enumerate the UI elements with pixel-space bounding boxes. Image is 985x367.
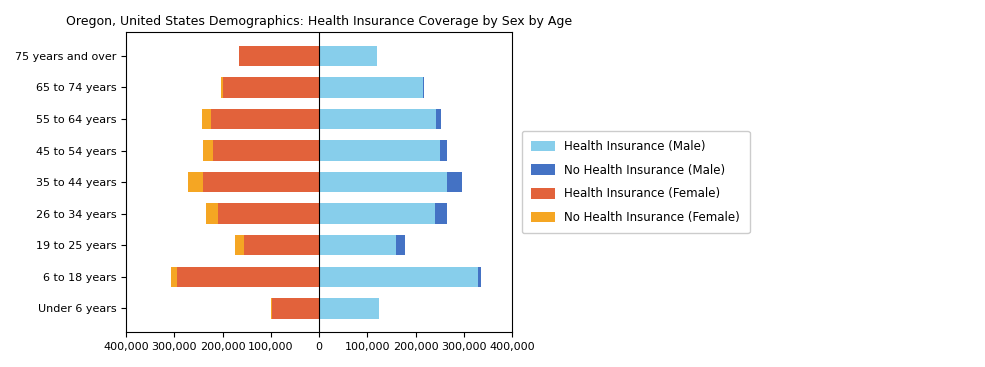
Bar [319, 140, 439, 161]
Bar [319, 172, 447, 192]
Bar [319, 203, 434, 224]
Bar [479, 266, 481, 287]
Bar [234, 235, 244, 255]
Bar [239, 46, 319, 66]
Bar [176, 266, 319, 287]
Bar [319, 266, 479, 287]
Bar [319, 109, 435, 129]
Bar [221, 77, 223, 98]
Bar [171, 266, 176, 287]
Bar [188, 172, 203, 192]
Bar [203, 172, 319, 192]
Legend: Health Insurance (Male), No Health Insurance (Male), Health Insurance (Female), : Health Insurance (Male), No Health Insur… [522, 131, 750, 233]
Bar [319, 298, 379, 319]
Bar [206, 203, 218, 224]
Bar [218, 203, 319, 224]
Bar [396, 235, 405, 255]
Bar [272, 298, 319, 319]
Bar [244, 235, 319, 255]
Bar [223, 77, 319, 98]
Title: Oregon, United States Demographics: Health Insurance Coverage by Sex by Age: Oregon, United States Demographics: Heal… [66, 15, 572, 28]
Bar [202, 109, 211, 129]
Bar [319, 46, 377, 66]
Bar [435, 109, 440, 129]
Bar [447, 172, 462, 192]
Bar [434, 203, 447, 224]
Bar [319, 77, 423, 98]
Bar [319, 235, 396, 255]
Bar [439, 140, 447, 161]
Bar [213, 140, 319, 161]
Bar [211, 109, 319, 129]
Bar [203, 140, 213, 161]
